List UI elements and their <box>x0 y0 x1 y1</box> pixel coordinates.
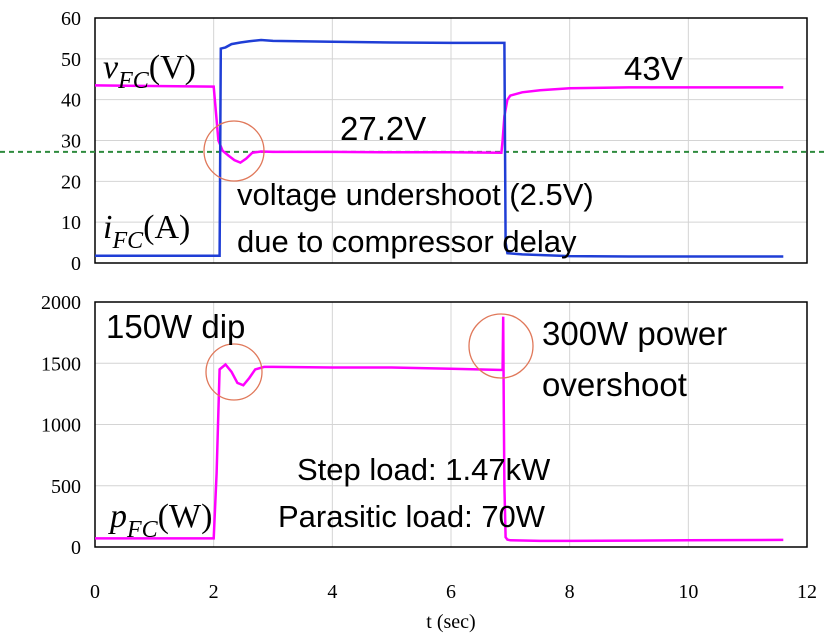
dip-highlight-circle <box>205 343 263 401</box>
y-tick-label: 0 <box>71 253 81 275</box>
bottom-grid <box>95 302 807 547</box>
y-tick-label: 50 <box>61 49 81 71</box>
y-tick-label: 40 <box>61 90 81 112</box>
top-panel: 0 10 20 30 40 50 60 vFC(V) iFC(A) 43V 27.2V vo… <box>0 8 826 275</box>
top-grid <box>95 18 807 263</box>
bottom-panel: 0 500 1000 1500 2000 0 2 4 6 8 10 12 pFC(W) 150W d… <box>41 292 817 633</box>
x-tick-label: 4 <box>327 581 337 603</box>
y-tick-label: 1000 <box>41 415 81 437</box>
x-tick-label: 0 <box>90 581 100 603</box>
x-tick-label: 10 <box>678 581 698 603</box>
annotation-27-2v: 27.2V <box>340 110 426 147</box>
annotation-undershoot-line2: due to compressor delay <box>237 224 577 259</box>
x-tick-labels: 0 2 4 6 8 10 12 <box>90 581 817 603</box>
overshoot-highlight-circle <box>468 313 534 379</box>
annotation-undershoot-line1: voltage undershoot (2.5V) <box>237 177 594 212</box>
pfc-series-label: pFC(W) <box>108 498 212 543</box>
bottom-plot-frame <box>94 301 808 548</box>
top-y-tick-labels: 0 10 20 30 40 50 60 <box>61 8 81 275</box>
vfc-series-label: vFC(V) <box>103 49 196 94</box>
x-axis-title: t (sec) <box>426 611 475 633</box>
annotation-43v: 43V <box>624 50 683 87</box>
series-ifc-line <box>95 38 784 258</box>
annotation-parasitic-load: Parasitic load: 70W <box>278 499 546 534</box>
series-pfc-line <box>95 316 784 543</box>
y-tick-label: 30 <box>61 131 81 153</box>
annotation-overshoot-line2: overshoot <box>542 366 687 403</box>
y-tick-label: 20 <box>61 171 81 193</box>
series-vfc-line <box>94 84 784 165</box>
x-tick-label: 2 <box>209 581 219 603</box>
undershoot-highlight-circle <box>203 120 265 182</box>
y-tick-label: 500 <box>51 476 81 498</box>
ifc-series-label: iFC(A) <box>103 209 190 254</box>
top-plot-frame <box>94 17 808 264</box>
y-tick-label: 60 <box>61 8 81 30</box>
x-tick-label: 8 <box>565 581 575 603</box>
y-tick-label: 1500 <box>41 353 81 375</box>
annotation-150w-dip: 150W dip <box>106 308 245 345</box>
y-tick-label: 0 <box>71 537 81 559</box>
annotation-step-load: Step load: 1.47kW <box>297 452 551 487</box>
y-tick-label: 10 <box>61 212 81 234</box>
y-tick-label: 2000 <box>41 292 81 314</box>
bottom-y-tick-labels: 0 500 1000 1500 2000 <box>41 292 81 559</box>
x-tick-label: 12 <box>797 581 817 603</box>
x-tick-label: 6 <box>446 581 456 603</box>
annotation-overshoot-line1: 300W power <box>542 315 727 352</box>
